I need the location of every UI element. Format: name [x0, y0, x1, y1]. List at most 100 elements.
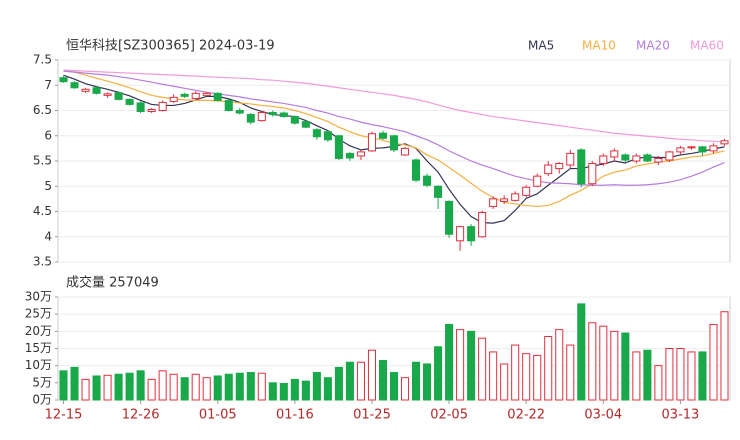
candle-body: [268, 112, 277, 116]
volume-bar: [136, 370, 145, 401]
y-tick-label: 0万: [32, 393, 52, 407]
volume-bar: [599, 325, 608, 401]
candle-body: [632, 155, 641, 162]
candle-body: [169, 96, 178, 102]
volume-bar: [70, 366, 79, 401]
candle-body: [301, 121, 310, 128]
volume-bar: [500, 363, 509, 401]
y-tick-label: 7: [44, 78, 52, 92]
y-tick-label: 6: [44, 128, 52, 142]
candle-body: [676, 147, 685, 153]
candle-body: [389, 135, 399, 151]
candle-body: [70, 82, 79, 89]
volume-bar: [665, 348, 674, 401]
candle-body: [500, 198, 509, 202]
volume-bar: [610, 330, 619, 401]
volume-bar: [654, 365, 663, 401]
volume-bar: [301, 380, 310, 401]
candle-body: [246, 114, 255, 123]
legend-label: MA5: [528, 39, 554, 53]
candle-body: [312, 129, 321, 138]
ma-line: [63, 69, 725, 143]
volume-bar: [632, 351, 641, 401]
y-tick-label: 20万: [25, 324, 52, 338]
candle-body: [610, 150, 619, 158]
candle-body: [566, 152, 575, 166]
candle-body: [356, 151, 365, 157]
candle-body: [577, 149, 586, 185]
candle-body: [257, 112, 266, 122]
x-tick-label: 01-05: [199, 408, 237, 423]
volume-bar: [720, 311, 729, 401]
legend-label: MA20: [636, 39, 670, 53]
legend-label: MA10: [582, 39, 616, 53]
volume-bar: [158, 370, 167, 401]
y-tick-label: 25万: [25, 307, 52, 321]
candle-body: [92, 87, 101, 94]
y-tick-label: 5.5: [33, 154, 52, 168]
volume-bar: [312, 372, 321, 401]
volume-bar: [169, 373, 178, 401]
volume-bar: [147, 378, 156, 401]
y-tick-label: 10万: [25, 358, 52, 372]
candle-body: [114, 92, 123, 100]
candle-body: [533, 175, 542, 187]
candle-body: [665, 151, 674, 161]
volume-bar: [400, 377, 410, 401]
volume-bar: [103, 374, 112, 401]
legend-label: MA60: [690, 39, 724, 53]
volume-bar: [698, 351, 707, 401]
ma-line: [63, 70, 725, 186]
candle-body: [687, 146, 696, 149]
candle-body: [599, 155, 608, 165]
volume-bar: [180, 377, 189, 401]
x-tick-label: 01-25: [353, 408, 391, 423]
x-tick-label: 12-26: [122, 408, 160, 423]
candle-body: [621, 154, 630, 161]
candle-body: [588, 163, 597, 185]
candle-body: [400, 147, 410, 156]
candle-body: [511, 193, 520, 201]
volume-bar: [290, 378, 299, 401]
volume-bar: [268, 382, 277, 401]
volume-bar: [345, 361, 354, 401]
candle-body: [709, 145, 718, 152]
candle-body: [522, 186, 531, 196]
volume-bar: [257, 372, 266, 401]
candle-body: [489, 198, 498, 207]
candle-body: [643, 154, 652, 162]
volume-bar: [456, 329, 465, 401]
volume-bar: [643, 349, 652, 401]
x-tick-label: 12-15: [45, 408, 83, 423]
chart-title: 恒华科技[SZ300365] 2024-03-19: [66, 39, 275, 54]
candle-body: [345, 152, 354, 159]
x-tick-label: 03-04: [584, 408, 622, 423]
candle-body: [478, 212, 487, 238]
candle-body: [334, 135, 343, 159]
candle-body: [290, 116, 299, 124]
y-tick-label: 4: [44, 229, 52, 243]
candle-body: [323, 131, 332, 141]
volume-bar: [246, 372, 255, 401]
volume-bar: [467, 330, 476, 401]
volume-bar: [389, 372, 399, 401]
volume-bar: [511, 344, 520, 401]
candle-body: [202, 92, 211, 96]
volume-bar: [213, 375, 222, 401]
volume-bar: [191, 373, 200, 401]
candle-body: [235, 110, 244, 114]
candle-body: [147, 108, 156, 113]
candle-body: [103, 93, 112, 96]
volume-bar: [412, 361, 421, 401]
volume-bar: [423, 363, 432, 401]
volume-bar: [544, 335, 553, 401]
volume-bar: [224, 373, 233, 401]
candle-body: [434, 185, 443, 198]
candle-body: [412, 159, 421, 181]
y-tick-label: 5万: [32, 375, 52, 389]
volume-bar: [235, 372, 244, 401]
y-tick-label: 4.5: [33, 204, 52, 218]
volume-bar: [59, 370, 68, 401]
volume-bar: [81, 378, 90, 401]
